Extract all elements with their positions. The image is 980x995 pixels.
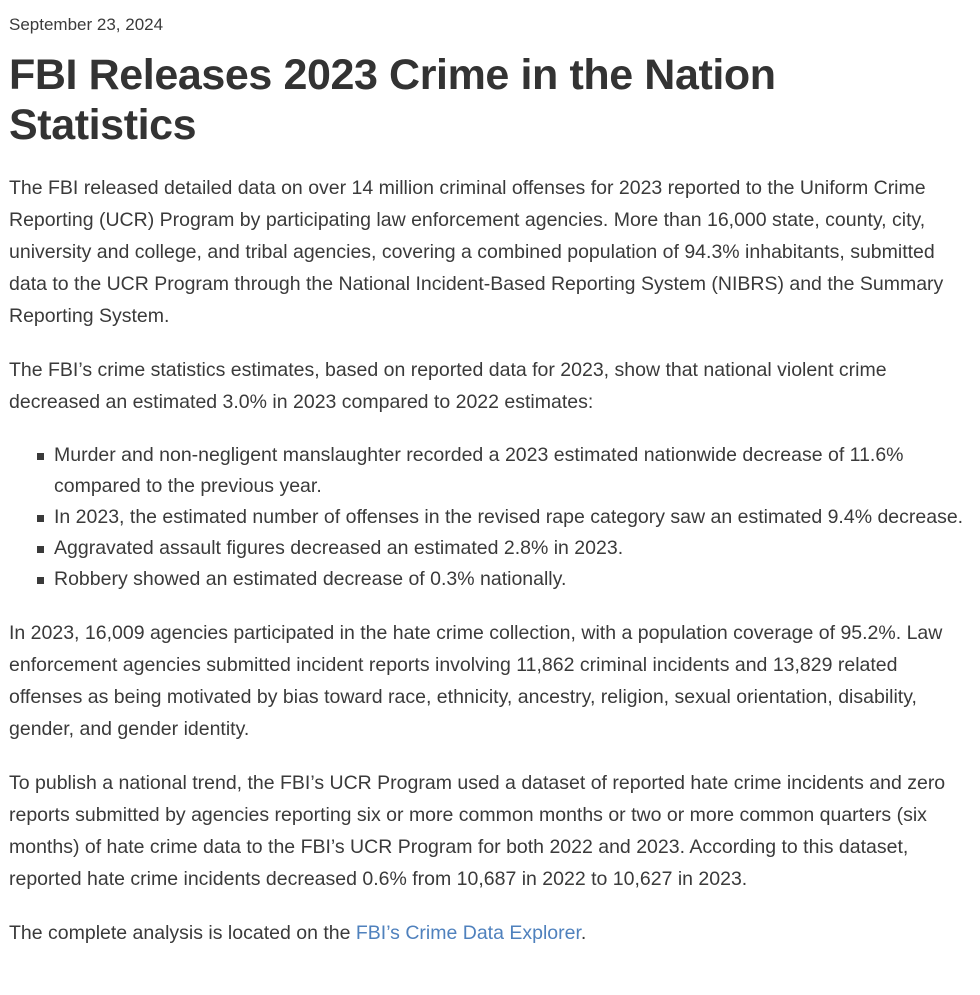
paragraph-violent-crime-intro: The FBI’s crime statistics estimates, ba…: [9, 359, 887, 413]
publication-date: September 23, 2024: [9, 15, 164, 34]
square-bullet-icon: [37, 453, 44, 460]
crime-data-explorer-link[interactable]: FBI’s Crime Data Explorer: [355, 922, 581, 944]
paragraph-hate-crime-collection: In 2023, 16,009 agencies participated in…: [9, 622, 943, 740]
list-item-label: Murder and non-negligent manslaughter re…: [54, 444, 904, 497]
paragraph-national-trend: To publish a national trend, the FBI’s U…: [9, 772, 946, 890]
list-item: Robbery showed an estimated decrease of …: [9, 564, 969, 595]
article-page: September 23, 2024 FBI Releases 2023 Cri…: [9, 15, 969, 949]
list-item: Aggravated assault figures decreased an …: [9, 533, 969, 564]
list-item-label: In 2023, the estimated number of offense…: [54, 506, 964, 528]
list-item: In 2023, the estimated number of offense…: [9, 502, 969, 533]
square-bullet-icon: [37, 577, 44, 584]
list-item: Murder and non-negligent manslaughter re…: [9, 440, 969, 502]
square-bullet-icon: [37, 546, 44, 553]
list-item-label: Aggravated assault figures decreased an …: [54, 537, 624, 559]
closing-suffix-text: .: [580, 922, 587, 944]
violent-crime-bullet-list: Murder and non-negligent manslaughter re…: [9, 440, 969, 595]
square-bullet-icon: [37, 515, 44, 522]
list-item-label: Robbery showed an estimated decrease of …: [54, 568, 567, 590]
paragraph-data-overview: The FBI released detailed data on over 1…: [9, 177, 944, 327]
paragraph-closing: The complete analysis is located on the …: [9, 917, 961, 949]
page-title: FBI Releases 2023 Crime in the Nation St…: [9, 51, 776, 149]
closing-prefix-text: The complete analysis is located on the: [9, 922, 356, 944]
